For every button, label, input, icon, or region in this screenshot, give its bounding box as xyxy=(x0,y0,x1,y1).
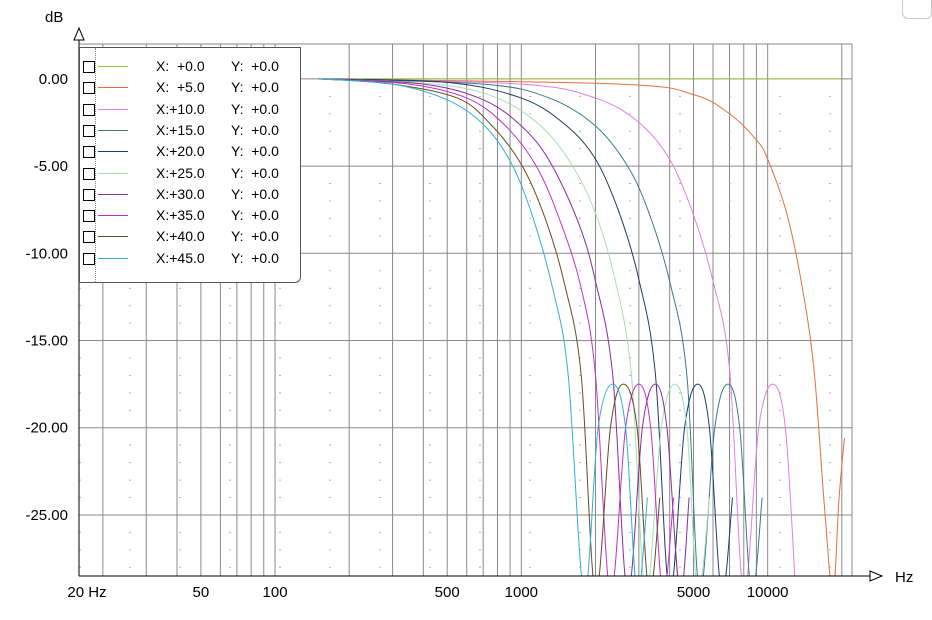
series-line-6 xyxy=(318,78,710,576)
legend-checkbox[interactable] xyxy=(83,231,95,244)
series-line-9 xyxy=(318,78,661,576)
legend: X: +0.0 Y: +0.0 X: +5.0 Y: +0.0 X:+10.0 Y: +0… xyxy=(79,47,301,283)
legend-x-label: X: +5.0 xyxy=(156,79,205,96)
x-tick-label: 50 xyxy=(193,584,210,601)
y-tick-label: -10.00 xyxy=(25,245,68,262)
series-lines xyxy=(318,78,845,576)
legend-item[interactable]: X:+25.0 Y: +0.0 xyxy=(80,163,300,184)
series-line-5 xyxy=(318,78,734,576)
y-tick-label: 0.00 xyxy=(39,71,68,88)
x-tick-label: 5000 xyxy=(677,584,710,601)
legend-swatch xyxy=(98,87,128,89)
y-tick-label: -25.00 xyxy=(25,507,68,524)
series-line-8 xyxy=(318,78,675,576)
legend-checkbox[interactable] xyxy=(83,146,95,159)
legend-item[interactable]: X:+40.0 Y: +0.0 xyxy=(80,226,300,247)
x-tick-label: 1000 xyxy=(505,584,538,601)
y-tick-label: -20.00 xyxy=(25,420,68,437)
series-line-3 xyxy=(318,78,796,576)
y-axis-arrow xyxy=(73,26,85,41)
legend-checkbox[interactable] xyxy=(83,210,95,223)
legend-checkbox[interactable] xyxy=(83,61,95,73)
legend-swatch xyxy=(98,193,128,195)
legend-y-label: Y: +0.0 xyxy=(231,100,279,117)
legend-x-label: X:+25.0 xyxy=(156,164,205,181)
legend-item[interactable]: X:+20.0 Y: +0.0 xyxy=(80,141,300,162)
legend-x-label: X:+35.0 xyxy=(156,207,205,224)
series-line-2 xyxy=(318,78,845,576)
legend-x-label: X:+45.0 xyxy=(156,249,205,266)
legend-item[interactable]: X:+35.0 Y: +0.0 xyxy=(80,205,300,226)
y-axis-label: dB xyxy=(45,9,63,26)
legend-x-label: X:+10.0 xyxy=(156,100,205,117)
legend-checkbox[interactable] xyxy=(83,124,95,137)
legend-swatch xyxy=(98,236,128,238)
series-line-10 xyxy=(318,78,648,576)
legend-item[interactable]: X:+30.0 Y: +0.0 xyxy=(80,184,300,205)
tick-labels: 0.00 -5.00 -10.00 -15.00 -20.00 -25.00 20 Hz 50… xyxy=(25,71,788,601)
legend-item[interactable]: X: +5.0 Y: +0.0 xyxy=(80,77,300,98)
series-line-4 xyxy=(318,78,763,576)
x-tick-label: 100 xyxy=(263,584,288,601)
legend-item[interactable]: X:+45.0 Y: +0.0 xyxy=(80,248,300,269)
legend-x-label: X:+15.0 xyxy=(156,121,205,138)
legend-divider xyxy=(81,48,96,282)
legend-y-label: Y: +0.0 xyxy=(231,58,279,74)
legend-item[interactable]: X: +0.0 Y: +0.0 xyxy=(80,56,300,77)
legend-swatch xyxy=(98,215,128,217)
legend-y-label: Y: +0.0 xyxy=(231,79,279,96)
legend-swatch xyxy=(98,129,128,131)
legend-item[interactable]: X:+10.0 Y: +0.0 xyxy=(80,99,300,120)
x-tick-label: 10000 xyxy=(747,584,789,601)
legend-item[interactable]: X:+15.0 Y: +0.0 xyxy=(80,120,300,141)
legend-checkbox[interactable] xyxy=(83,82,95,95)
y-tick-label: -5.00 xyxy=(34,158,68,175)
x-tick-label: 500 xyxy=(435,584,460,601)
legend-y-label: Y: +0.0 xyxy=(231,228,279,245)
window-corner-button[interactable] xyxy=(902,0,932,19)
legend-swatch xyxy=(98,151,128,153)
legend-checkbox[interactable] xyxy=(83,167,95,180)
legend-x-label: X:+20.0 xyxy=(156,143,205,160)
series-line-7 xyxy=(318,78,690,576)
legend-y-label: Y: +0.0 xyxy=(231,207,279,224)
legend-swatch xyxy=(98,257,128,259)
legend-x-label: X:+30.0 xyxy=(156,185,205,202)
legend-x-label: X:+40.0 xyxy=(156,228,205,245)
legend-checkbox[interactable] xyxy=(83,103,95,116)
x-axis-label: Hz xyxy=(895,569,913,586)
x-tick-label: 20 Hz xyxy=(67,584,106,601)
legend-x-label: X: +0.0 xyxy=(156,58,205,74)
legend-checkbox[interactable] xyxy=(83,188,95,201)
legend-y-label: Y: +0.0 xyxy=(231,121,279,138)
legend-checkbox[interactable] xyxy=(83,252,95,265)
legend-y-label: Y: +0.0 xyxy=(231,249,279,266)
legend-swatch xyxy=(98,172,128,174)
legend-swatch xyxy=(98,66,128,67)
x-axis-arrow xyxy=(869,570,884,582)
legend-y-label: Y: +0.0 xyxy=(231,143,279,160)
y-tick-label: -15.00 xyxy=(25,333,68,350)
legend-y-label: Y: +0.0 xyxy=(231,164,279,181)
legend-swatch xyxy=(98,108,128,110)
legend-y-label: Y: +0.0 xyxy=(231,185,279,202)
